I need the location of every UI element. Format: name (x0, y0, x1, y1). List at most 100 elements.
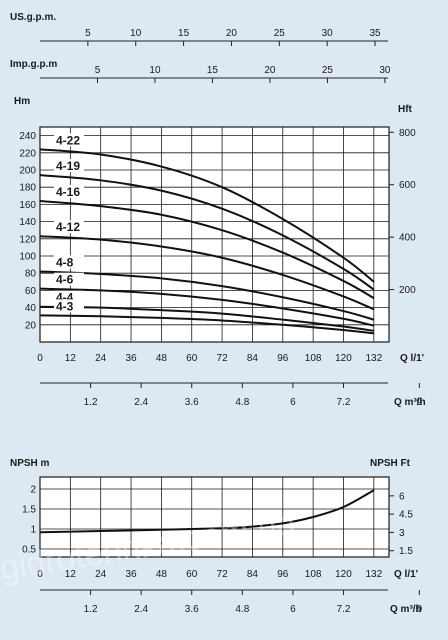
npsh-x-lpm-tick-label: 120 (335, 569, 352, 580)
npsh-y-right-label: NPSH Ft (370, 458, 411, 469)
head-x-lpm-tick-label: 24 (95, 353, 107, 364)
head-y-right-label: Hft (398, 104, 413, 115)
npsh-x-m3h-ticks: 1.2 2.4 3.6 4.8 6 7.2 9 (84, 590, 423, 615)
curve-label-4-12: 4-12 (56, 220, 80, 234)
us-gpm-tick-label: 30 (322, 28, 334, 39)
head-x-lpm-ticks: 0 12 24 36 48 60 72 84 96 108 120 132 (37, 353, 382, 364)
npsh-y-left-tick-label: 0.5 (22, 545, 36, 556)
head-y-left-ticks: 20 40 60 80 100 120 140 160 180 200 220 240 (19, 131, 36, 331)
pump-curve-4-12 (39, 235, 375, 311)
head-series (39, 148, 375, 335)
head-x-lpm-tick-label: 0 (37, 353, 43, 364)
pump-curve-4-19 (39, 174, 375, 291)
pump-curve-4-3 (39, 314, 374, 335)
npsh-x-m3h-label: Q m³/h (390, 604, 422, 615)
curve-label-backdrop (54, 299, 84, 313)
head-y-right-tick-label: 200 (399, 285, 416, 296)
npsh-x-lpm-tick-label: 108 (305, 569, 322, 580)
npsh-m3h-tick-label: 4.8 (235, 604, 249, 615)
head-y-left-tick-label: 160 (19, 200, 36, 211)
head-m3h-tick-label: 9 (417, 397, 423, 408)
curve-label-4-3: 4-3 (56, 299, 74, 313)
head-y-left-tick-label: 200 (19, 166, 36, 177)
imp-gpm-ticks: 5 10 15 20 25 30 (95, 65, 391, 83)
imp-gpm-axis-label: Imp.g.p.m (10, 59, 57, 70)
head-y-right-tick-label: 600 (399, 180, 416, 191)
npsh-plot-area (39, 476, 390, 558)
curve-label-backdrop (54, 184, 84, 198)
imp-gpm-tick-label: 5 (95, 65, 101, 76)
curve-label-backdrop (54, 220, 84, 234)
npsh-y-right-tick-label: 6 (399, 491, 405, 502)
npsh-y-left-tick-label: 2 (30, 485, 36, 496)
head-x-lpm-tick-label: 12 (65, 353, 77, 364)
imp-gpm-tick-label: 15 (207, 65, 219, 76)
head-m3h-tick-label: 2.4 (134, 397, 148, 408)
head-plot-area (39, 126, 390, 343)
head-m3h-tick-label: 4.8 (235, 397, 249, 408)
head-x-m3h-ticks: 1.2 2.4 3.6 4.8 6 7.2 9 (84, 383, 423, 408)
head-y-left-tick-label: 220 (19, 148, 36, 159)
curve-label-4-22: 4-22 (56, 133, 80, 147)
head-x-lpm-tick-label: 48 (156, 353, 168, 364)
imp-gpm-tick-label: 10 (149, 65, 161, 76)
head-x-lpm-tick-label: 36 (125, 353, 137, 364)
head-y-left-tick-label: 100 (19, 252, 36, 263)
npsh-y-right-tick-label: 4.5 (399, 510, 413, 521)
npsh-y-left-label: NPSH m (10, 458, 50, 469)
head-y-left-tick-label: 180 (19, 183, 36, 194)
pump-curve-4-22 (39, 148, 375, 283)
head-x-lpm-tick-label: 132 (365, 353, 382, 364)
head-m3h-tick-label: 6 (290, 397, 296, 408)
npsh-y-right-tick-label: 1.5 (399, 546, 413, 557)
head-x-m3h-label: Q m³/h (394, 397, 426, 408)
head-y-left-tick-label: 140 (19, 217, 36, 228)
npsh-m3h-tick-label: 9 (417, 604, 423, 615)
npsh-x-lpm-tick-label: 60 (186, 569, 198, 580)
head-m3h-tick-label: 3.6 (185, 397, 199, 408)
us-gpm-tick-label: 10 (130, 28, 142, 39)
npsh-y-left-tick-label: 1 (30, 525, 36, 536)
curve-label-4-8: 4-8 (56, 255, 74, 269)
head-y-right-tick-label: 800 (399, 128, 416, 139)
curve-label-4-19: 4-19 (56, 159, 80, 173)
head-x-lpm-tick-label: 60 (186, 353, 198, 364)
npsh-curve (39, 489, 375, 534)
npsh-x-lpm-tick-label: 12 (65, 569, 77, 580)
npsh-m3h-tick-label: 6 (290, 604, 296, 615)
npsh-m3h-tick-label: 7.2 (337, 604, 351, 615)
npsh-y-left-ticks: 0.5 1 1.5 2 (22, 485, 36, 556)
npsh-x-lpm-tick-label: 96 (277, 569, 289, 580)
curve-label-backdrop (54, 272, 84, 286)
curve-label-backdrop (54, 159, 84, 173)
us-gpm-tick-label: 5 (85, 28, 91, 39)
head-y-left-label: Hm (14, 96, 30, 107)
pump-curve-4-8 (39, 270, 375, 321)
npsh-x-lpm-ticks: 0 12 24 36 48 60 72 84 96 108 120 132 (37, 569, 382, 580)
curve-label-backdrop (54, 255, 84, 269)
head-y-left-tick-label: 40 (25, 303, 37, 314)
head-m3h-tick-label: 1.2 (84, 397, 98, 408)
npsh-x-lpm-tick-label: 24 (95, 569, 107, 580)
imp-gpm-tick-label: 25 (322, 65, 334, 76)
us-gpm-tick-label: 25 (274, 28, 286, 39)
npsh-y-left-tick-label: 1.5 (22, 505, 36, 516)
npsh-x-lpm-tick-label: 0 (37, 569, 43, 580)
head-x-lpm-tick-label: 96 (277, 353, 289, 364)
npsh-y-right-tick-label: 3 (399, 528, 405, 539)
head-y-left-tick-label: 240 (19, 131, 36, 142)
npsh-m3h-tick-label: 2.4 (134, 604, 148, 615)
npsh-x-lpm-tick-label: 48 (156, 569, 168, 580)
head-y-right-ticks: 200 400 600 800 (389, 128, 416, 296)
npsh-m3h-tick-label: 1.2 (84, 604, 98, 615)
head-x-lpm-tick-label: 108 (305, 353, 322, 364)
imp-gpm-tick-label: 20 (264, 65, 276, 76)
npsh-series (39, 489, 375, 534)
us-gpm-axis-label: US.g.p.m. (10, 12, 56, 23)
pump-curve-4-4 (39, 305, 374, 332)
head-x-lpm-tick-label: 84 (247, 353, 259, 364)
head-y-right-tick-label: 400 (399, 233, 416, 244)
head-y-left-tick-label: 120 (19, 234, 36, 245)
curve-label-backdrop (54, 133, 84, 147)
